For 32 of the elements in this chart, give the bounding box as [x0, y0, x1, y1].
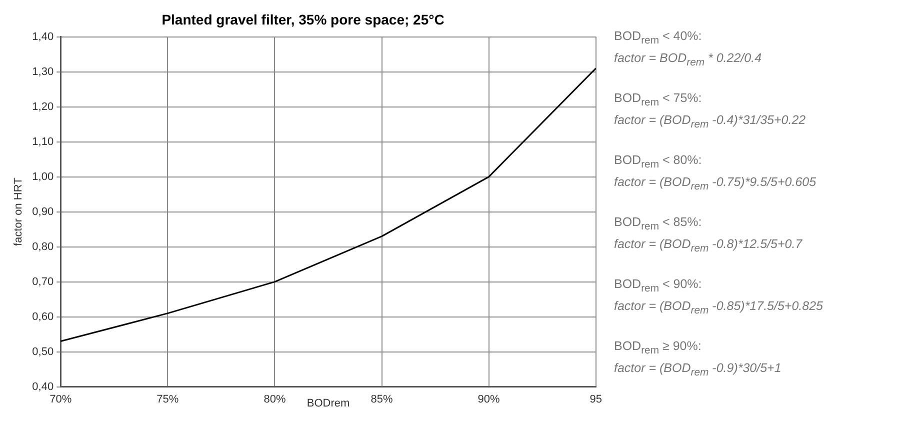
text: factor = (BOD$_{rem}$ -0.4)*31/35+0.22 [614, 112, 807, 132]
text: factor = BOD$_{rem}$ * 0.22/0.4 [614, 50, 763, 70]
x-axis-title: BODrem [306, 398, 350, 410]
chart-title: Planted gravel filter, 35% pore space; 25°C [162, 11, 444, 28]
y-tick-label: 0,40 [32, 380, 54, 393]
text: factor = (BOD$_{rem}$ -0.9)*30/5+1 [614, 360, 782, 380]
text: factor = (BOD$_{rem}$ -0.75)*9.5/5+0.605 [614, 174, 818, 194]
text: BOD$_{rem}$ ≥ 90%: [614, 338, 702, 358]
text: BOD$_{rem}$ < 85%: [614, 214, 703, 234]
y-tick-label: 0,70 [32, 276, 54, 288]
y-tick-label: 1,10 [32, 136, 54, 148]
x-tick-label: 70% [50, 393, 72, 406]
text: factor = (BOD$_{rem}$ -0.8)*12.5/5+0.7 [614, 236, 804, 256]
x-tick-label: 75% [156, 393, 179, 406]
text: factor = (BOD$_{rem}$ -0.85)*17.5/5+0.825 [614, 298, 824, 318]
y-tick-label: 0,50 [32, 346, 54, 358]
y-axis-title: factor on HRT [12, 177, 25, 246]
x-tick-label: 90% [478, 393, 500, 406]
y-tick-label: 1,30 [32, 66, 54, 78]
text: BOD$_{rem}$ < 80%: [614, 152, 703, 172]
text: BOD$_{rem}$ < 75%: [614, 90, 703, 110]
x-tick-label: 95 [590, 393, 602, 406]
text: BOD$_{rem}$ < 90%: [614, 276, 703, 296]
text: BOD$_{rem}$ < 40%: [614, 28, 703, 48]
y-tick-label: 0,90 [32, 206, 54, 218]
y-tick-label: 0,80 [32, 240, 54, 253]
y-tick-label: 1,00 [32, 170, 54, 183]
y-tick-label: 1,20 [32, 100, 54, 113]
y-tick-label: 0,60 [32, 310, 54, 323]
x-tick-label: 85% [370, 393, 393, 406]
y-tick-label: 1,40 [32, 30, 54, 43]
x-tick-label: 80% [264, 393, 286, 406]
